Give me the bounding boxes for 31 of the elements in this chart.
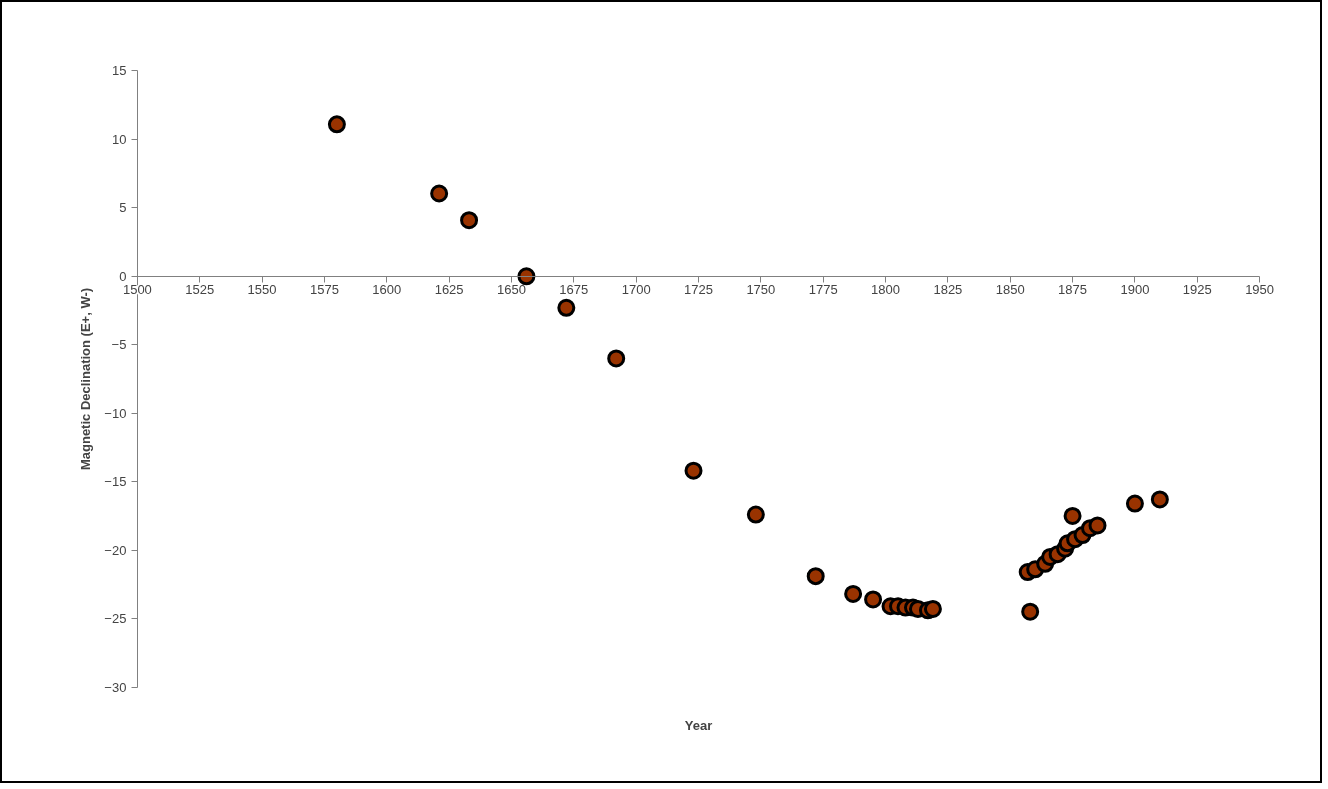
y-tick-label: −10 [104,405,127,421]
x-tick-label: 1625 [434,282,464,298]
y-axis-title: Magnetic Declination (E+, W-) [77,287,93,471]
y-tick-label: 5 [119,200,127,216]
y-tick-label: −25 [104,611,127,627]
x-tick-label: 1925 [1182,282,1212,298]
y-tick-label: −15 [104,474,127,490]
x-tick-label: 1775 [808,282,838,298]
x-tick-label: 1500 [122,282,152,298]
y-tick-label: −20 [104,542,127,558]
y-tick-label: −5 [111,337,127,353]
x-tick-label: 1750 [746,282,776,298]
x-tick-label: 1525 [185,282,215,298]
x-tick-label: 1725 [684,282,713,298]
x-axis-title: Year [684,717,713,733]
x-tick-label: 1575 [309,282,339,298]
x-tick-label: 1875 [1058,282,1088,298]
y-tick-label: 10 [111,131,127,147]
x-tick-label: 1900 [1120,282,1150,298]
x-tick-label: 1825 [933,282,963,298]
x-tick-label: 1850 [995,282,1025,298]
y-tick-label: 15 [111,63,127,79]
x-tick-label: 1950 [1245,282,1275,298]
x-tick-label: 1650 [497,282,526,298]
x-tick-label: 1600 [372,282,402,298]
x-tick-label: 1800 [871,282,900,298]
x-tick-label: 1700 [621,282,651,298]
x-tick-label: 1675 [559,282,589,298]
y-tick-label: −30 [104,679,127,695]
y-tick-label: 0 [119,268,127,284]
x-tick-label: 1550 [247,282,277,298]
